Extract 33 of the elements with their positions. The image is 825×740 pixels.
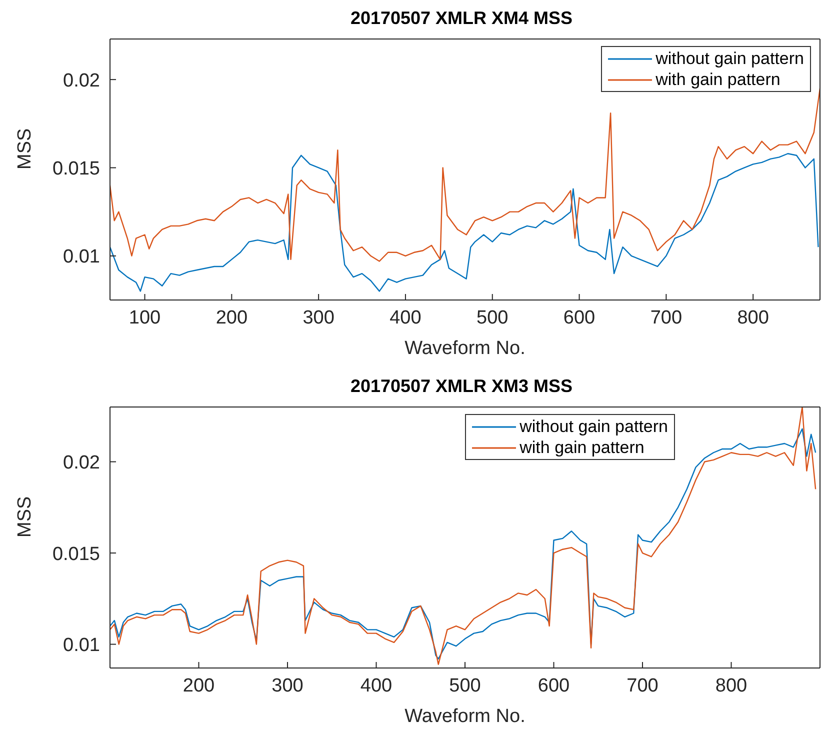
legend-label: without gain pattern <box>520 416 668 437</box>
line-series <box>110 88 820 262</box>
x-tick-label: 300 <box>302 307 334 328</box>
line-series <box>110 153 819 292</box>
x-tick-label: 400 <box>360 675 392 696</box>
y-tick-label: 0.015 <box>52 158 100 180</box>
x-tick-label: 500 <box>476 307 508 328</box>
legend-label: with gain pattern <box>656 69 780 90</box>
y-tick-label: 0.02 <box>63 452 100 474</box>
chart-title: 20170507 XMLR XM3 MSS <box>349 376 574 398</box>
x-tick-label: 200 <box>182 675 215 696</box>
x-tick-label: 100 <box>128 307 161 328</box>
chart-title: 20170507 XMLR XM4 MSS <box>349 8 574 30</box>
x-tick-label: 700 <box>650 307 682 328</box>
y-tick-label: 0.02 <box>63 70 100 92</box>
x-tick-label: 600 <box>563 307 596 328</box>
y-tick-label: 0.01 <box>63 246 100 268</box>
y-axis-title: MSS <box>14 496 36 538</box>
x-tick-label: 700 <box>626 675 658 696</box>
legend-label: with gain pattern <box>520 437 644 458</box>
y-axis-title: MSS <box>14 128 36 170</box>
y-tick-label: 0.01 <box>63 635 100 656</box>
x-tick-label: 800 <box>737 307 769 328</box>
x-axis-title: Waveform No. <box>404 338 526 359</box>
x-tick-label: 300 <box>272 675 304 696</box>
x-tick-label: 600 <box>538 675 570 696</box>
x-tick-label: 400 <box>390 307 422 328</box>
x-axis-title: Waveform No. <box>404 706 526 727</box>
y-tick-label: 0.015 <box>52 544 100 565</box>
x-tick-label: 800 <box>715 675 748 696</box>
legend-label: without gain pattern <box>656 48 804 69</box>
x-tick-label: 500 <box>449 675 481 696</box>
x-tick-label: 200 <box>216 307 248 328</box>
